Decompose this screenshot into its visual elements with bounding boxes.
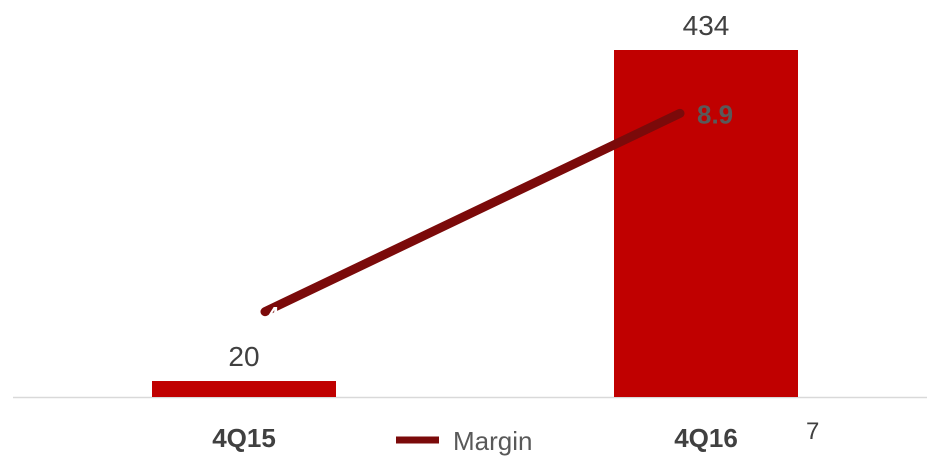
- bar-data-label-4q15: 20: [228, 341, 259, 372]
- bar-4q15: [152, 381, 336, 397]
- bar-4q16: [614, 50, 798, 397]
- margin-data-label-4q16: 8.9: [697, 99, 733, 129]
- margin-data-label-4q15: 0.4: [249, 303, 280, 328]
- page-number: 7: [806, 418, 820, 445]
- x-tick-label-4q15: 4Q15: [212, 423, 276, 453]
- legend-label-margin: Margin: [453, 426, 532, 456]
- x-tick-label-4q16: 4Q16: [674, 423, 738, 453]
- bar-data-label-4q16: 434: [683, 10, 730, 41]
- margin-line: [260, 108, 685, 317]
